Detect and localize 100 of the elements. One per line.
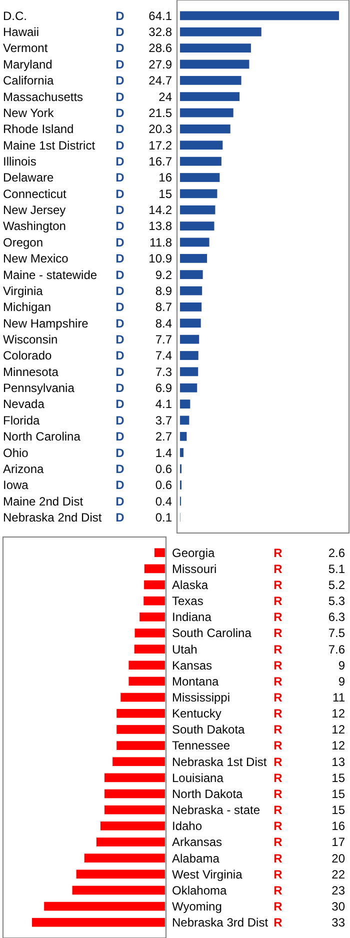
bar <box>180 400 190 408</box>
data-label: 16 <box>158 170 172 185</box>
data-label: 5.2 <box>328 578 346 592</box>
data-label: 17 <box>332 835 346 850</box>
y-tick-label: Kentucky <box>172 706 222 721</box>
y-tick-label: Maine 2nd Dist <box>3 494 84 508</box>
text: D <box>116 203 124 218</box>
data-label: 6.9 <box>155 381 172 396</box>
text: D <box>116 90 124 104</box>
text: R <box>274 738 282 753</box>
text: D <box>116 154 124 169</box>
y-tick-label: Mississippi <box>172 690 230 705</box>
data-label: 11 <box>332 690 346 705</box>
bar <box>180 92 240 102</box>
bar <box>180 60 250 69</box>
bar <box>180 76 242 85</box>
y-tick-label: Missouri <box>172 562 217 576</box>
y-tick-label: Vermont <box>3 41 48 56</box>
bar <box>144 596 165 606</box>
y-tick-label: Arizona <box>3 462 44 476</box>
data-label: 7.3 <box>155 364 172 379</box>
text: D <box>116 364 124 379</box>
text: R <box>274 562 282 576</box>
y-tick-label: Nebraska 3rd Dist <box>172 916 269 930</box>
y-tick-label: Utah <box>172 642 198 656</box>
text: R <box>274 770 282 785</box>
data-label: 15 <box>332 803 346 818</box>
bar <box>84 854 165 862</box>
data-label: 15 <box>332 770 346 785</box>
bar <box>180 156 222 166</box>
data-label: 23 <box>332 883 346 898</box>
bar <box>180 173 220 182</box>
data-label: 0.6 <box>155 478 172 492</box>
data-label: 16.7 <box>148 154 172 169</box>
data-label: 27.9 <box>148 57 172 72</box>
bar <box>144 580 165 590</box>
bar <box>180 351 198 360</box>
bar <box>180 238 210 247</box>
y-tick-label: Nebraska 1st Dist <box>172 754 268 769</box>
bar <box>180 222 214 230</box>
bar <box>180 205 216 214</box>
text: D <box>116 252 124 266</box>
text: R <box>274 899 282 914</box>
text: D <box>116 348 124 363</box>
data-label: 15 <box>158 186 172 201</box>
y-tick-label: Nevada <box>3 397 45 412</box>
y-tick-label: Florida <box>3 413 40 428</box>
text: D <box>116 219 124 234</box>
bar <box>116 725 165 734</box>
data-label: 30 <box>332 899 346 914</box>
y-tick-label: North Carolina <box>3 430 81 444</box>
y-tick-label: Illinois <box>3 154 36 169</box>
y-tick-label: Maine 1st District <box>3 138 96 152</box>
text: R <box>274 690 282 705</box>
y-tick-label: Michigan <box>3 300 52 314</box>
bar <box>180 124 230 134</box>
data-label: 7.5 <box>328 626 346 640</box>
text: D <box>116 446 124 460</box>
y-tick-label: Montana <box>172 674 220 688</box>
data-label: 20.3 <box>148 122 172 136</box>
bar <box>180 254 208 263</box>
data-label: 12 <box>332 706 346 721</box>
text: D <box>116 122 124 136</box>
bar <box>104 789 165 798</box>
data-label: 13 <box>332 754 346 769</box>
y-tick-label: Indiana <box>172 610 212 624</box>
y-tick-label: Oklahoma <box>172 883 228 898</box>
text: D <box>116 57 124 72</box>
bar <box>180 44 251 52</box>
data-label: 2.7 <box>155 430 172 444</box>
bar <box>140 612 165 622</box>
data-label: 13.8 <box>148 219 172 234</box>
bar <box>128 660 165 670</box>
text: D <box>116 316 124 330</box>
bar <box>76 870 165 879</box>
y-tick-label: Alabama <box>172 851 220 866</box>
text: R <box>274 867 282 882</box>
bar <box>120 692 165 702</box>
text: R <box>274 642 282 656</box>
text: R <box>274 706 282 721</box>
text: D <box>116 494 124 508</box>
bar <box>180 189 218 198</box>
data-label: 64.1 <box>148 8 172 23</box>
data-label: 7.6 <box>328 642 346 656</box>
bar <box>32 918 165 927</box>
bar <box>44 902 165 911</box>
data-label: 7.7 <box>155 332 172 347</box>
bar <box>96 838 165 846</box>
bar <box>104 805 165 814</box>
y-tick-label: Oregon <box>3 235 44 250</box>
text: D <box>116 268 124 282</box>
data-label: 6.3 <box>328 610 346 624</box>
text: D <box>116 106 124 120</box>
data-label: 8.4 <box>155 316 172 330</box>
text: D <box>116 510 124 525</box>
bar <box>180 416 190 425</box>
data-label: 5.1 <box>328 562 346 576</box>
y-tick-label: Washington <box>3 219 66 234</box>
data-label: 8.9 <box>155 284 172 298</box>
text: D <box>116 284 124 298</box>
